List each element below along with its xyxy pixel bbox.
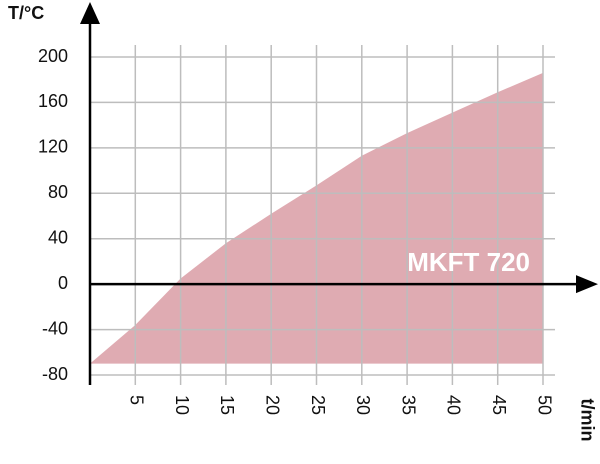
x-axis-title: t/min: [577, 399, 597, 442]
y-tick-label: 120: [38, 137, 68, 157]
x-tick-label: 20: [262, 395, 282, 415]
y-axis-title: T/°C: [8, 3, 44, 23]
x-tick-label: 30: [353, 395, 373, 415]
x-axis-arrow: [576, 275, 598, 294]
x-tick-label: 35: [398, 395, 418, 415]
x-tick-label: 40: [444, 395, 464, 415]
x-tick-label: 15: [217, 395, 237, 415]
x-tick-label: 10: [172, 395, 192, 415]
y-tick-label: 40: [48, 227, 68, 247]
x-tick-label: 5: [127, 395, 147, 405]
y-tick-label: 80: [48, 182, 68, 202]
x-tick-label: 25: [308, 395, 328, 415]
y-tick-label: -80: [42, 364, 68, 384]
y-axis-arrow: [80, 2, 100, 24]
y-tick-label: -40: [42, 318, 68, 338]
y-tick-label: 0: [58, 273, 68, 293]
y-tick-label: 200: [38, 46, 68, 66]
annotation: MKFT 720: [407, 247, 530, 277]
y-tick-label: 160: [38, 91, 68, 111]
x-tick-label: 45: [489, 395, 509, 415]
x-tick-label: 50: [534, 395, 554, 415]
